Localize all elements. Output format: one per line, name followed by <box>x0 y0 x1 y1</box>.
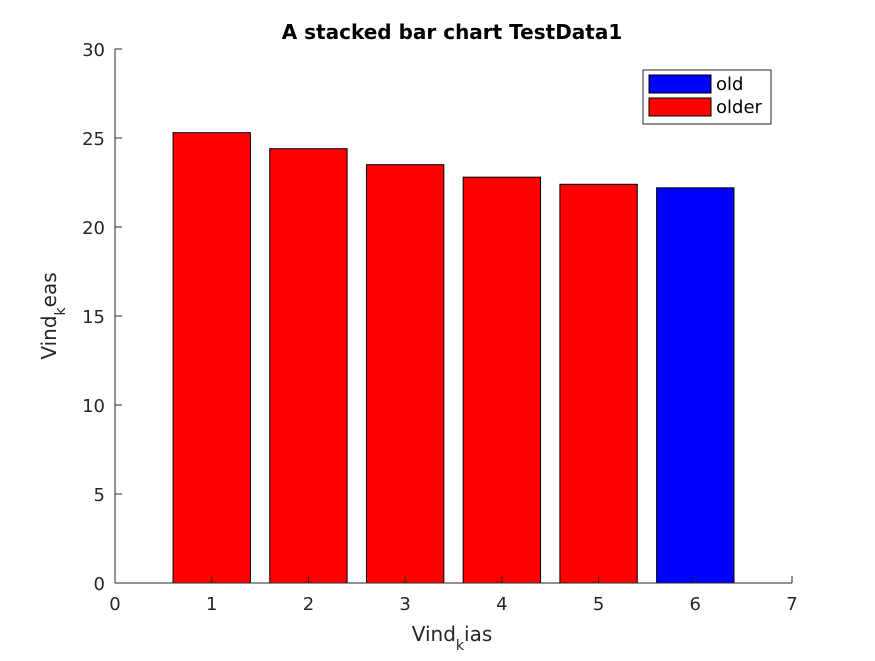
chart-title: A stacked bar chart TestData1 <box>282 20 623 44</box>
legend-label-older: older <box>716 97 763 118</box>
bar-older-4 <box>462 176 542 584</box>
y-tick-label-0: 0 <box>94 574 105 595</box>
legend-swatch-old <box>648 74 712 94</box>
x-tick-label-0: 0 <box>109 594 120 615</box>
x-tick-label-3: 3 <box>399 594 410 615</box>
y-axis-label: Vindkeas <box>37 272 69 359</box>
legend-label-old: old <box>716 74 743 95</box>
y-tick-label-25: 25 <box>82 129 105 150</box>
y-tick-label-5: 5 <box>94 485 105 506</box>
y-tick-label-15: 15 <box>82 307 105 328</box>
bar-older-1 <box>172 132 251 584</box>
bar-older-3 <box>365 164 445 584</box>
x-tick-label-1: 1 <box>206 594 217 615</box>
bar-older-5 <box>559 183 638 584</box>
legend-swatch-older <box>648 97 712 117</box>
bars-layer <box>172 132 735 584</box>
x-tick-label-5: 5 <box>593 594 604 615</box>
y-tick-label-20: 20 <box>82 218 105 239</box>
y-tick-label-30: 30 <box>82 40 105 61</box>
bar-old-6 <box>656 187 735 584</box>
bar-older-2 <box>269 148 348 584</box>
x-tick-label-4: 4 <box>496 594 507 615</box>
x-tick-label-2: 2 <box>303 594 314 615</box>
axes-layer: 0 1 2 3 4 5 6 7 0 5 10 15 20 25 30 <box>82 40 798 615</box>
x-tick-label-7: 7 <box>786 594 797 615</box>
x-tick-label-6: 6 <box>690 594 701 615</box>
x-axis-label: Vindkias <box>412 622 493 654</box>
y-tick-label-10: 10 <box>82 396 105 417</box>
